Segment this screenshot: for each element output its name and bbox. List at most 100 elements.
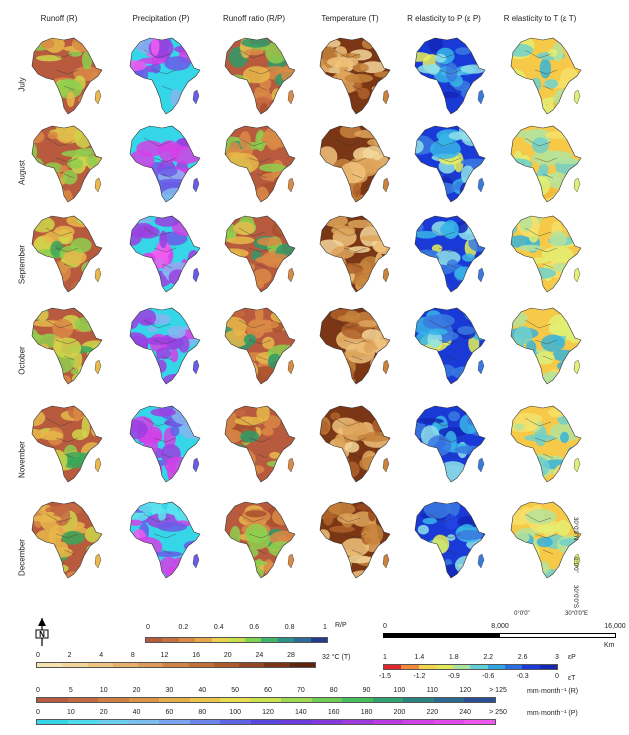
- cb-rp-swatch-4: [211, 638, 229, 642]
- cb-precip-swatch-12: [403, 720, 434, 724]
- rp-colorbar: [145, 637, 328, 643]
- col-head-et: R elasticity to T (ε T): [503, 14, 577, 23]
- scale-tick-2: 16,000: [604, 623, 626, 630]
- map-p-december: [114, 494, 204, 582]
- map-et-august: [495, 118, 585, 206]
- cb-rp-swatch-3: [195, 638, 212, 642]
- map-p-august: [114, 118, 204, 206]
- map-r-november: [16, 398, 106, 486]
- et-tick-3: -0.6: [482, 673, 495, 680]
- cb-runoff-swatch-10: [342, 698, 373, 702]
- runoff-tick-3: 20: [132, 687, 141, 694]
- temp-tick-5: 16: [192, 652, 201, 659]
- cb-temp-swatch-0: [37, 663, 63, 667]
- map-et-december: [495, 494, 585, 582]
- col-head-rp: Runoff ratio (R/P): [222, 14, 286, 23]
- map-p-november: [114, 398, 204, 486]
- map-et-september: [495, 208, 585, 296]
- temp-tick-7: 24: [255, 652, 264, 659]
- cb-temp-swatch-9: [264, 663, 290, 667]
- rp-tick-0: 0: [146, 624, 150, 631]
- precip-tick-5: 80: [198, 709, 207, 716]
- precip-tick-8: 140: [295, 709, 307, 716]
- precip-tick-3: 40: [132, 709, 141, 716]
- cb-runoff-swatch-11: [372, 698, 404, 702]
- map-ep-october: [399, 300, 489, 388]
- ep-label: εP: [568, 654, 576, 661]
- precip-tick-12: 220: [426, 709, 439, 716]
- temp-tick-2: 4: [99, 652, 104, 659]
- rp-tick-2: 0.4: [213, 624, 224, 631]
- rp-legend-title: R/P: [335, 622, 347, 629]
- precip-tick-13: 240: [459, 709, 471, 716]
- cb-precip-swatch-9: [311, 720, 343, 724]
- map-rp-august: [209, 118, 299, 206]
- ep-tick-0: 1: [383, 654, 387, 661]
- map-rp-december: [209, 494, 299, 582]
- ep-tick-3: 2.2: [483, 654, 494, 661]
- rp-tick-5: 1: [323, 624, 327, 631]
- cb-precip-swatch-3: [128, 720, 160, 724]
- ep-tick-4: 2.6: [517, 654, 528, 661]
- cb-precip-swatch-6: [220, 720, 251, 724]
- et-tick-4: -0.3: [516, 673, 529, 680]
- map-rp-november: [209, 398, 299, 486]
- temp-legend-title: 32 °C (T): [322, 654, 351, 661]
- map-t-august: [304, 118, 394, 206]
- cb-precip-swatch-5: [189, 720, 221, 724]
- cb-runoff-swatch-6: [220, 698, 251, 702]
- cb-runoff-swatch-14: [464, 698, 495, 702]
- map-p-october: [114, 300, 204, 388]
- map-ep-september: [399, 208, 489, 296]
- col-head-precip: Precipitation (P): [132, 14, 190, 23]
- temp-tick-6: 20: [223, 652, 232, 659]
- cb-precip-swatch-2: [98, 720, 129, 724]
- cb-ep-swatch-6: [487, 665, 506, 669]
- et-label: εT: [568, 675, 576, 682]
- cb-ep-swatch-3: [435, 665, 454, 669]
- cb-ep-swatch-7: [505, 665, 523, 669]
- runoff-tick-6: 50: [231, 687, 240, 694]
- et-tick-5: 0: [555, 673, 559, 680]
- cb-temp-swatch-7: [213, 663, 240, 667]
- cb-runoff-swatch-8: [281, 698, 312, 702]
- map-et-october: [495, 300, 585, 388]
- col-head-ep: R elasticity to P (ε P): [407, 14, 481, 23]
- temp-tick-1: 2: [67, 652, 72, 659]
- precip-tick-4: 60: [165, 709, 174, 716]
- rp-tick-3: 0.6: [249, 624, 260, 631]
- precip-tick-0: 0: [36, 709, 40, 716]
- rp-tick-1: 0.2: [178, 624, 189, 631]
- rp-tick-4: 0.8: [284, 624, 295, 631]
- precip-tick-9: 160: [327, 709, 340, 716]
- cb-runoff-swatch-13: [433, 698, 465, 702]
- cb-precip-swatch-13: [433, 720, 465, 724]
- lat-label-north: 30°0'0"N: [572, 517, 578, 541]
- lat-label-south: 30°0'0"S: [572, 585, 578, 609]
- precip-tick-2: 20: [99, 709, 108, 716]
- cb-runoff-swatch-12: [403, 698, 434, 702]
- runoff-tick-8: 70: [296, 687, 305, 694]
- cb-runoff-swatch-9: [311, 698, 343, 702]
- cb-precip-swatch-10: [342, 720, 373, 724]
- cb-precip-swatch-11: [372, 720, 404, 724]
- cb-temp-swatch-10: [289, 663, 315, 667]
- cb-rp-swatch-1: [162, 638, 179, 642]
- runoff-tick-9: 80: [329, 687, 338, 694]
- runoff-tick-14: > 125: [489, 687, 507, 694]
- cb-runoff-swatch-0: [37, 698, 68, 702]
- precip-tick-7: 120: [262, 709, 274, 716]
- cb-runoff-swatch-1: [67, 698, 99, 702]
- cb-rp-swatch-8: [277, 638, 295, 642]
- cb-temp-swatch-2: [87, 663, 113, 667]
- cb-precip-swatch-1: [67, 720, 99, 724]
- cb-rp-swatch-5: [228, 638, 245, 642]
- cb-ep-swatch-2: [418, 665, 436, 669]
- map-ep-august: [399, 118, 489, 206]
- cb-runoff-swatch-2: [98, 698, 129, 702]
- map-t-december: [304, 494, 394, 582]
- map-rp-september: [209, 208, 299, 296]
- lon-label-30e: 30°0'0"E: [565, 611, 589, 617]
- cb-temp-swatch-6: [188, 663, 214, 667]
- map-t-july: [304, 30, 394, 118]
